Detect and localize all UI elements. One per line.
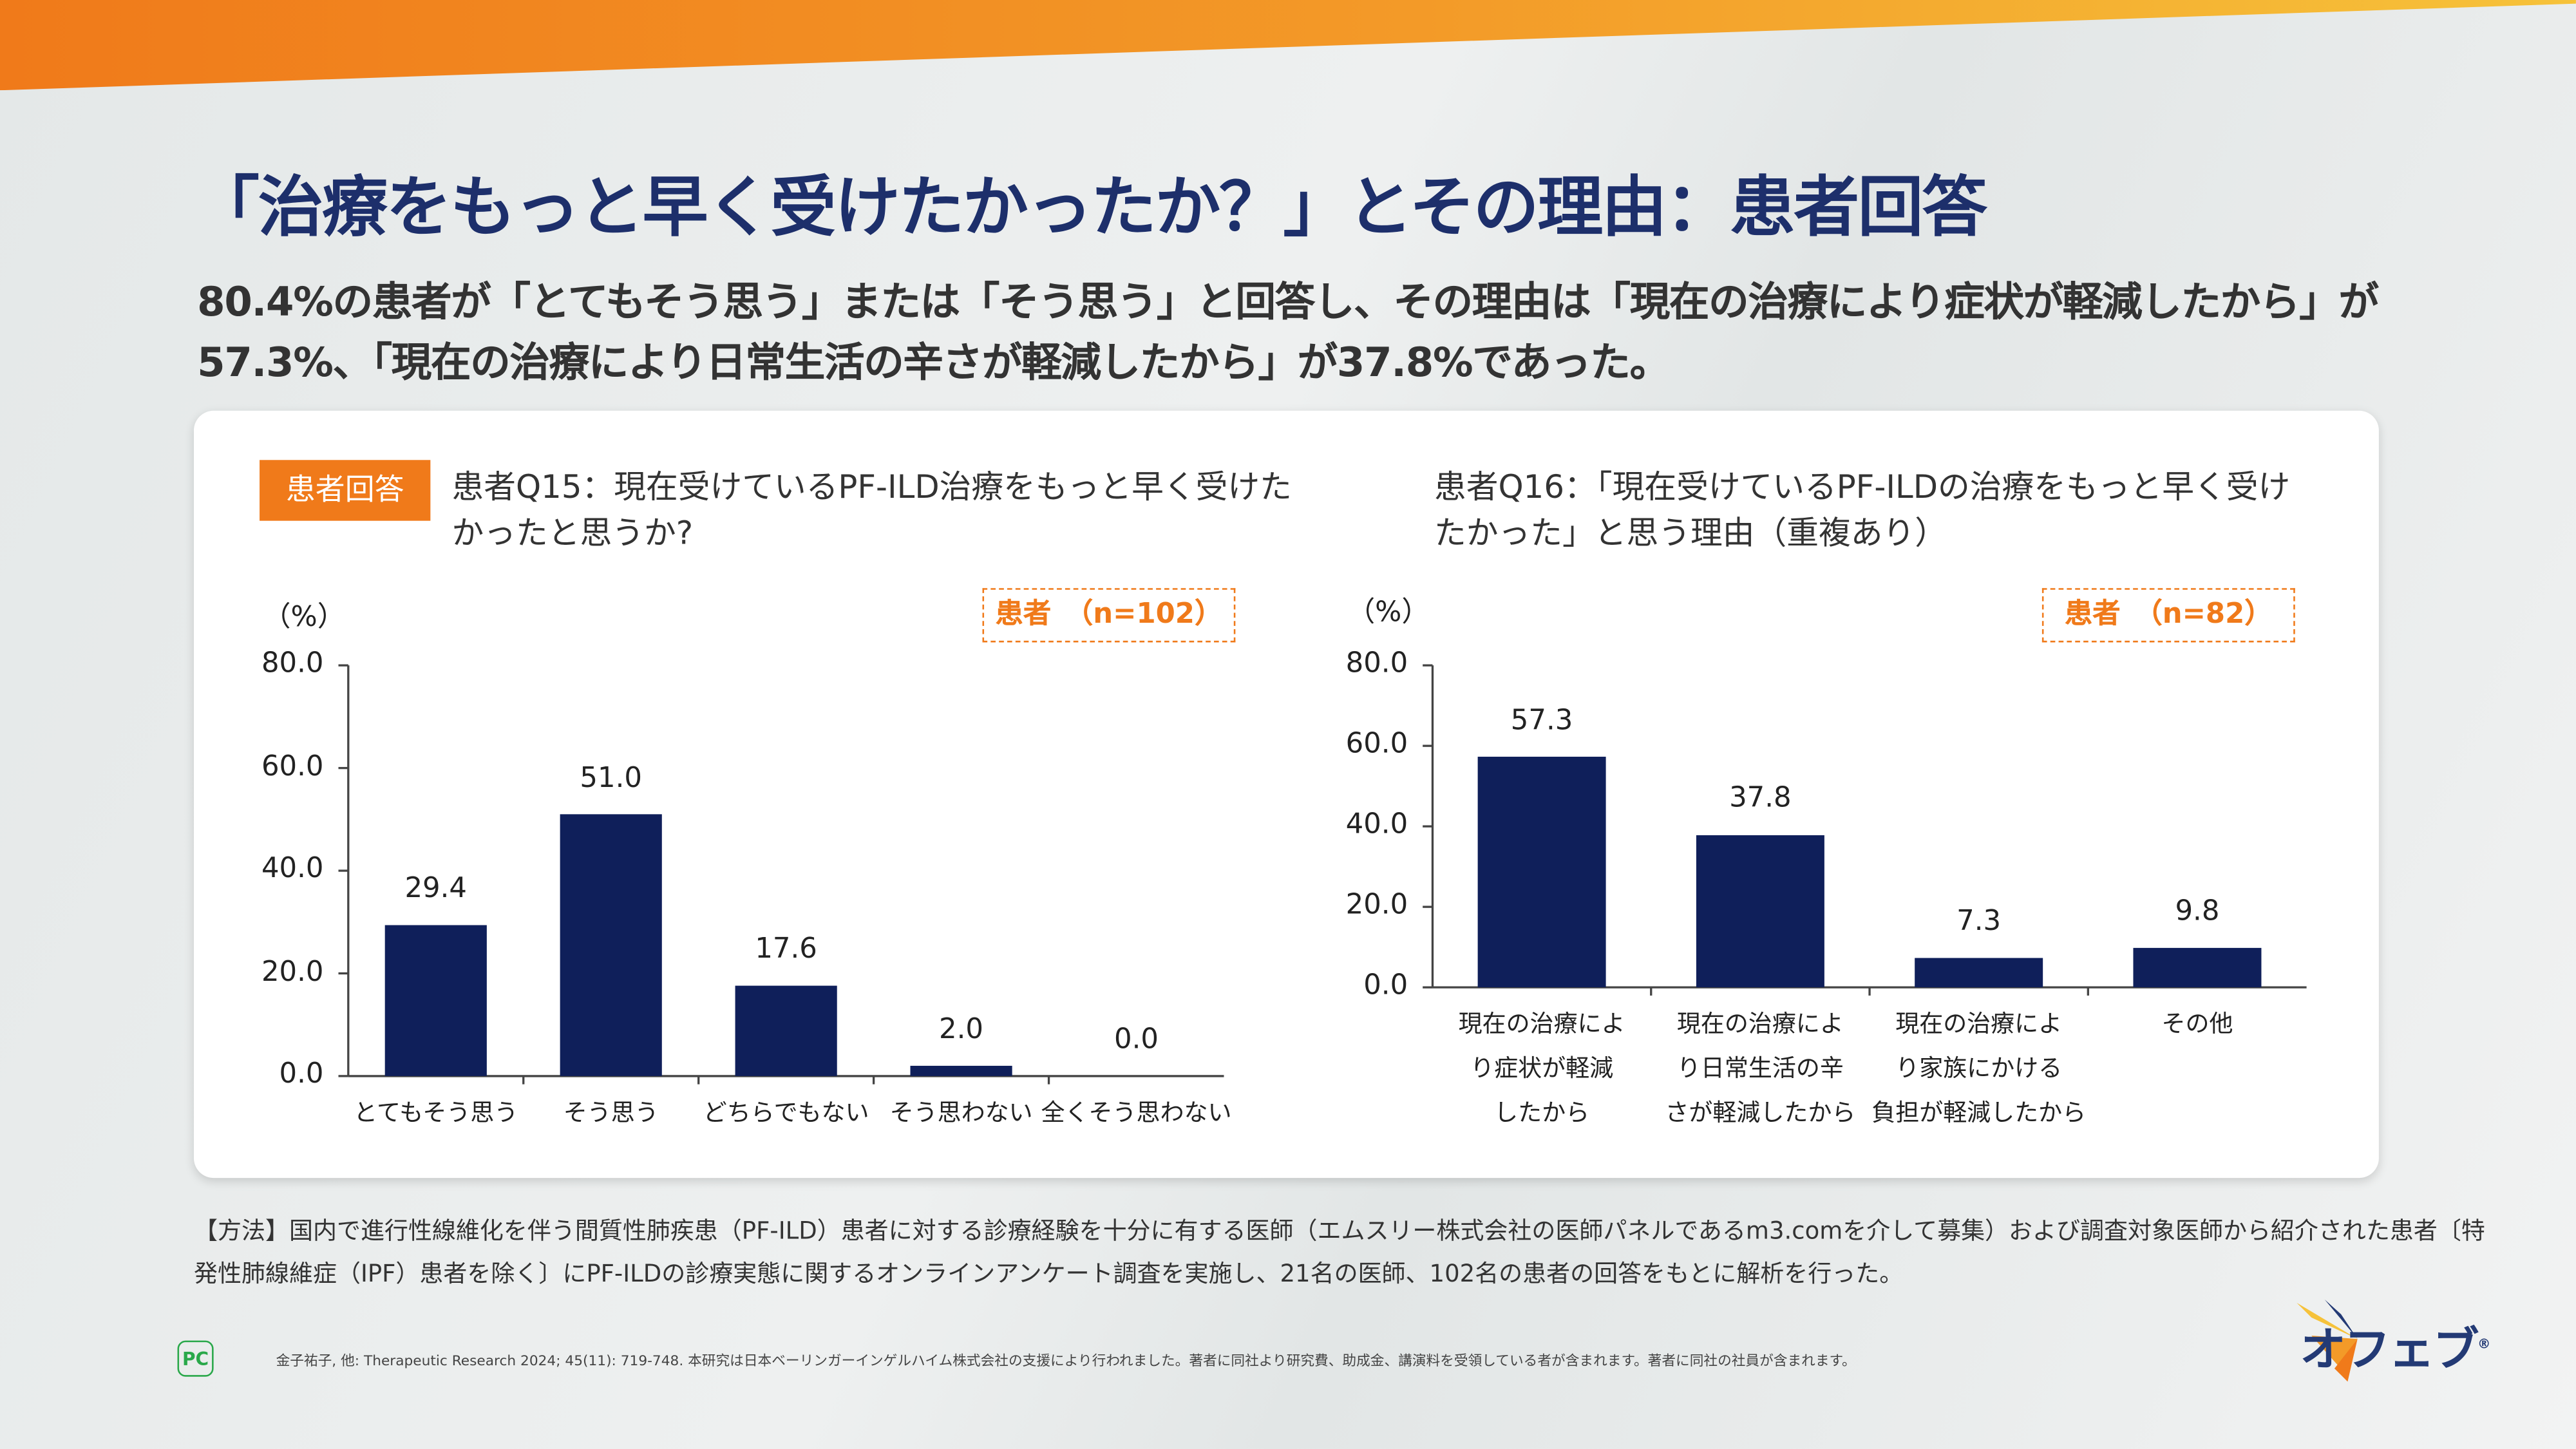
chart2-sample-size: 患者 （n=82） [2041,588,2295,643]
data-label: 0.0 [1113,1023,1159,1057]
method-note: 【方法】国内で進行性線維化を伴う間質性肺疾患（PF-ILD）患者に対する診療経験… [194,1218,2485,1288]
data-label: 7.3 [1956,905,2002,938]
y-tick-label: 80.0 [1345,647,1408,681]
page-subtitle: 80.4%の患者が「とてもそう思う」または「そう思う」と回答し、その理由は「現在… [197,278,2379,386]
data-label: 37.8 [1729,782,1792,816]
y-tick-label: 60.0 [1345,728,1408,761]
patient-answer-tag: 患者回答 [260,460,431,521]
x-tick-label: 現在の治療によ り日常生活の辛 さが軽減したから [1645,1004,1875,1137]
bar [2133,947,2262,988]
logo-text: オフェブ® [2300,1322,2490,1377]
chart1-ylabel: （%） [263,601,346,634]
bar [735,985,837,1076]
chart1-sample-size: 患者 （n=102） [982,588,1236,643]
bar [384,925,487,1076]
bar [560,814,662,1076]
bar [910,1065,1012,1076]
y-tick-label: 0.0 [1363,969,1408,1003]
data-label: 57.3 [1510,704,1573,737]
y-tick-label: 40.0 [261,852,324,886]
x-tick-label-line: り家族にかける [1895,1056,2063,1083]
x-tick-label-line: り日常生活の辛 [1676,1056,1844,1083]
data-label: 29.4 [404,872,468,905]
bar [1915,958,2043,988]
x-tick-label: その他 [2082,1004,2312,1048]
x-tick-label: 現在の治療によ り症状が軽減 したから [1427,1004,1657,1137]
pc-mark-icon: PC [177,1340,214,1377]
bar [1696,835,1824,988]
x-tick-label-line: 負担が軽減したから [1871,1101,2087,1127]
x-tick-label-line: さが軽減したから [1665,1101,1856,1127]
x-tick-label-line: その他 [2161,1012,2233,1039]
footnote: 金子祐子, 他: Therapeutic Research 2024; 45(1… [276,1354,1856,1370]
y-tick-label: 20.0 [261,955,324,989]
chart2-ylabel: （%） [1347,596,1430,630]
data-label: 2.0 [939,1013,984,1046]
y-tick-label: 80.0 [261,647,324,681]
data-label: 17.6 [755,933,817,966]
x-tick-label-line: 現在の治療によ [1458,1012,1625,1039]
chart-card [194,410,2379,1179]
chart1-title: 患者Q15：現在受けているPF-ILD治療をもっと早く受けたかったと思うか? [451,468,1292,553]
x-tick-label-line: 現在の治療によ [1676,1012,1844,1039]
x-tick-label: とてもそう思う [354,1101,518,1127]
bar [1477,757,1606,988]
ofev-logo-icon [2297,1299,2358,1382]
data-label: 51.0 [580,761,642,795]
chart2-title: 患者Q16：「現在受けているPF-ILDの治療をもっと早く受けたかった」と思う理… [1434,468,2291,553]
x-tick-label: そう思わない [889,1101,1033,1127]
y-tick-label: 0.0 [279,1057,324,1091]
x-tick-label: そう思う [563,1101,659,1127]
page-title: 「治療をもっと早く受けたかったか？」とその理由：患者回答 [194,171,1987,247]
x-tick-label: どちらでもない [703,1101,869,1127]
x-tick-label: 現在の治療によ り家族にかける 負担が軽減したから [1864,1004,2094,1137]
y-tick-label: 60.0 [261,750,324,783]
x-tick-label: 全くそう思わない [1041,1101,1232,1127]
x-tick-label-line: り症状が軽減 [1470,1056,1614,1083]
y-tick-label: 40.0 [1345,808,1408,842]
data-label: 9.8 [2175,895,2220,929]
x-tick-label-line: したから [1494,1101,1590,1127]
y-tick-label: 20.0 [1345,889,1408,922]
x-tick-label-line: 現在の治療によ [1895,1012,2063,1039]
